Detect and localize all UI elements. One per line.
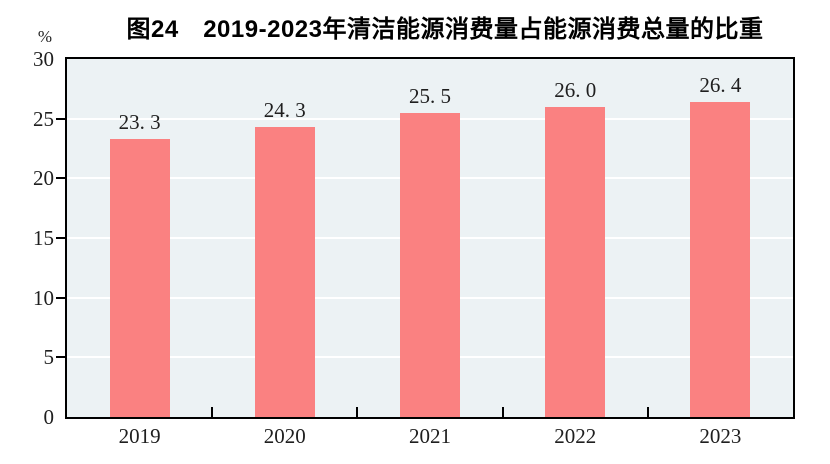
- bar-value-label-2020: 24. 3: [263, 98, 306, 123]
- y-axis-label-5: 5: [43, 345, 55, 370]
- y-axis-label-20: 20: [33, 166, 54, 191]
- bar-2019: [109, 138, 170, 417]
- y-axis-tick-20: [56, 177, 65, 180]
- bar-value-label-2021: 25. 5: [409, 83, 451, 108]
- bar-2021: [400, 112, 460, 417]
- x-axis-label-2023: 2023: [699, 424, 742, 448]
- y-axis-label-10: 10: [33, 285, 54, 310]
- bar-value-label-2023: 26. 4: [699, 72, 742, 97]
- y-axis-label-0: 0: [43, 405, 55, 429]
- x-axis-tick: [211, 407, 214, 417]
- bar-2020: [254, 127, 315, 417]
- y-axis-tick-15: [56, 237, 65, 239]
- y-axis-tick-10: [56, 296, 65, 299]
- x-axis-label-2022: 2022: [554, 424, 597, 448]
- y-axis-tick-5: [56, 356, 65, 359]
- x-axis-label-2019: 2019: [118, 424, 161, 448]
- plot-area: 23. 3 24. 3 25. 5 26. 0 26. 4: [56, 57, 795, 419]
- x-axis-label-2020: 2020: [263, 424, 306, 448]
- bar-2023: [690, 101, 751, 417]
- y-axis-label-15: 15: [33, 226, 54, 250]
- x-axis-tick: [646, 407, 649, 417]
- y-axis-tick-25: [56, 117, 65, 120]
- y-axis-label-30: 30: [33, 47, 54, 71]
- bar-value-label-2022: 26. 0: [554, 77, 597, 102]
- bar-2022: [545, 106, 606, 417]
- y-axis-label-25: 25: [33, 106, 54, 131]
- y-axis-unit-label: %: [37, 27, 52, 46]
- x-axis-tick: [501, 407, 504, 417]
- x-axis-tick: [356, 407, 359, 417]
- chart-title: 图24 2019-2023年清洁能源消费量占能源消费总量的比重: [126, 16, 764, 43]
- bar-value-label-2019: 23. 3: [118, 109, 161, 134]
- x-axis-label-2021: 2021: [409, 424, 451, 448]
